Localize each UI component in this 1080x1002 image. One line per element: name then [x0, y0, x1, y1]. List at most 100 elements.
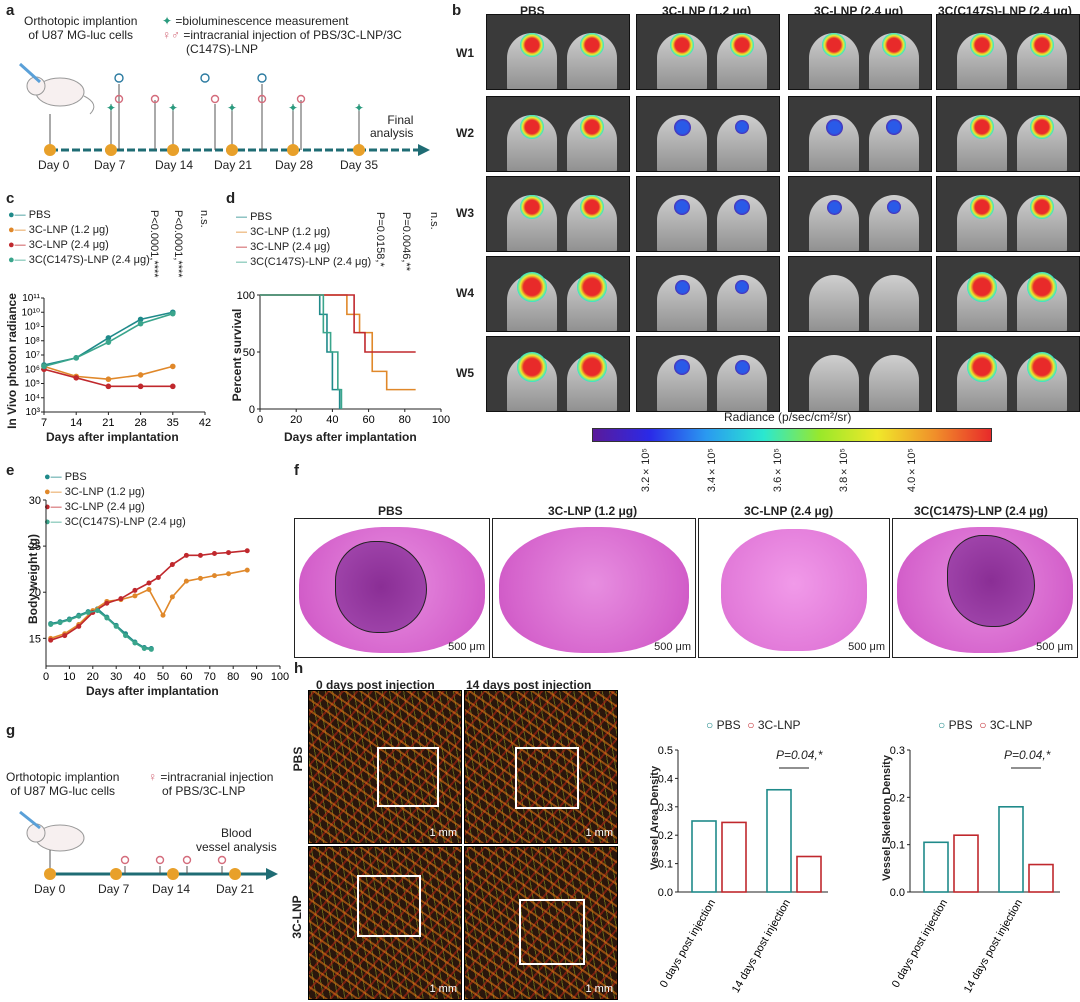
d-legend-2: 3C-LNP (2.4 μg): [250, 241, 331, 253]
cb-tick-1: 3.4×10⁵: [706, 448, 718, 493]
data-point: [146, 586, 152, 592]
h-scale-0: 1 mm: [429, 827, 458, 839]
survival-chart: 0 20 40 60 80 100 0 50 100: [237, 290, 451, 426]
survival-curve: [260, 294, 341, 409]
day-label-21: Day 21: [214, 158, 253, 172]
data-point: [105, 383, 112, 390]
y-tick-label: 0.2: [658, 830, 673, 842]
mouse-icon: [19, 810, 85, 852]
g-model-line2: of U87 MG-luc cells: [10, 784, 116, 798]
bli-image: [936, 96, 1080, 172]
bli-image: [486, 96, 630, 172]
bli-image: [788, 14, 932, 90]
luminescence-signal: [734, 359, 750, 375]
y-tick-label: 10⁹: [25, 322, 40, 333]
y-tick-label: 0.4: [658, 773, 673, 785]
h2-legend: ○ PBS ○ 3C-LNP: [938, 718, 1033, 732]
h1-legend-0: PBS: [716, 718, 741, 732]
survival-curve: [260, 294, 343, 409]
e-ylabel: Body weight (g): [26, 534, 40, 624]
g-day-21: Day 21: [216, 882, 255, 896]
luminescence-signal: [580, 195, 604, 219]
y-tick-label: 0.2: [890, 792, 905, 804]
luminescence-signal: [887, 200, 901, 214]
vessel-image-lnp-14d: 1 mm: [464, 846, 618, 1000]
syringe-pair-icon: ♀♂: [162, 28, 180, 42]
y-tick-label: 0.5: [658, 745, 673, 757]
data-point: [211, 550, 217, 556]
data-point: [137, 320, 144, 327]
h-col-title-0: 0 days post injection: [316, 678, 435, 692]
mouse-silhouette: [809, 355, 859, 411]
panel-g-legend: ♀ =intracranial injection of PBS/3C-LNP: [148, 770, 273, 798]
h-col-title-1: 14 days post injection: [466, 678, 592, 692]
bli-image: [788, 336, 932, 412]
bar: [923, 841, 949, 893]
roi-box: [357, 875, 421, 937]
g-day-0: Day 0: [34, 882, 66, 896]
d-stat-2: n.s.: [428, 212, 440, 230]
h1-ylabel: Vessel Area Density: [649, 765, 661, 871]
histo-pbs: 500 μm: [294, 518, 490, 658]
data-point: [105, 339, 112, 345]
luminescence-signal: [967, 352, 997, 382]
y-tick-label: 10⁴: [25, 393, 40, 404]
x-tick-label: 42: [199, 417, 211, 429]
y-tick-label: 10³: [26, 407, 41, 418]
panel-g-letter: g: [6, 722, 16, 739]
y-tick-label: 0.0: [890, 887, 905, 899]
data-point: [197, 575, 203, 581]
bli-image: [936, 336, 1080, 412]
data-point: [76, 623, 82, 629]
cb-tick-2: 3.6×10⁵: [772, 448, 784, 493]
final-1: Final: [387, 113, 414, 127]
data-point: [62, 633, 68, 639]
f-scale-3: 500 μm: [1036, 641, 1073, 653]
luminescence-signal: [580, 33, 604, 57]
star-markers: ✦ ✦ ✦ ✦ ✦: [106, 101, 364, 115]
bli-image: [486, 14, 630, 90]
h2-legend-0: PBS: [948, 718, 973, 732]
panel-c-letter: c: [6, 190, 15, 207]
x-tick-label: 40: [133, 671, 145, 683]
bli-image: [636, 336, 780, 412]
luminescence-signal: [882, 33, 906, 57]
panel-f-letter: f: [294, 462, 299, 479]
timeline-ticks: [49, 84, 360, 150]
panel-a-legend: ✦ =bioluminescence measurement ♀♂ =intra…: [162, 14, 402, 56]
g-legend-inj-1: =intracranial injection: [160, 770, 274, 784]
x-tick-label: 80: [399, 414, 411, 426]
bar: [796, 855, 822, 893]
roi-box: [515, 747, 579, 809]
panel-h-letter: h: [294, 660, 304, 677]
d-xlabel: Days after implantation: [284, 430, 417, 444]
panel-g-timeline: [19, 810, 278, 880]
data-point: [85, 610, 91, 616]
c-legend-3: 3C(C147S)-LNP (2.4 μg): [28, 254, 150, 266]
bli-image: [788, 176, 932, 252]
vessel-image-pbs-0d: 1 mm: [308, 690, 462, 844]
bar: [691, 820, 717, 893]
data-point: [148, 646, 154, 652]
f-title-c147s: 3C(C147S)-LNP (2.4 μg): [914, 504, 1048, 518]
radiance-colorbar: [592, 428, 992, 442]
e-legend-1: 3C-LNP (1.2 μg): [64, 486, 145, 498]
data-point: [73, 355, 79, 361]
cb-tick-4: 4.0×10⁵: [906, 448, 918, 493]
h2-legend-1: 3C-LNP: [989, 718, 1033, 732]
legend-inj-2: (C147S)-LNP: [186, 42, 259, 56]
h-scale-1: 1 mm: [585, 827, 614, 839]
y-tick-label: 0.1: [658, 859, 673, 871]
data-point: [211, 573, 217, 579]
panel-c-legend: ●— PBS ●— 3C-LNP (1.2 μg) ●— 3C-LNP (2.4…: [8, 209, 150, 266]
panel-a-timeline: ✦ ✦ ✦ ✦ ✦: [18, 62, 430, 156]
data-point: [137, 383, 144, 390]
data-point: [113, 623, 119, 629]
row-title-w4: W4: [456, 286, 474, 300]
data-point: [132, 593, 138, 599]
data-point: [48, 637, 54, 643]
h2-ylabel: Vessel Skeleton Density: [881, 755, 893, 881]
bli-image: [936, 176, 1080, 252]
y-tick-label: 15: [29, 633, 41, 645]
f-scale-0: 500 μm: [448, 641, 485, 653]
